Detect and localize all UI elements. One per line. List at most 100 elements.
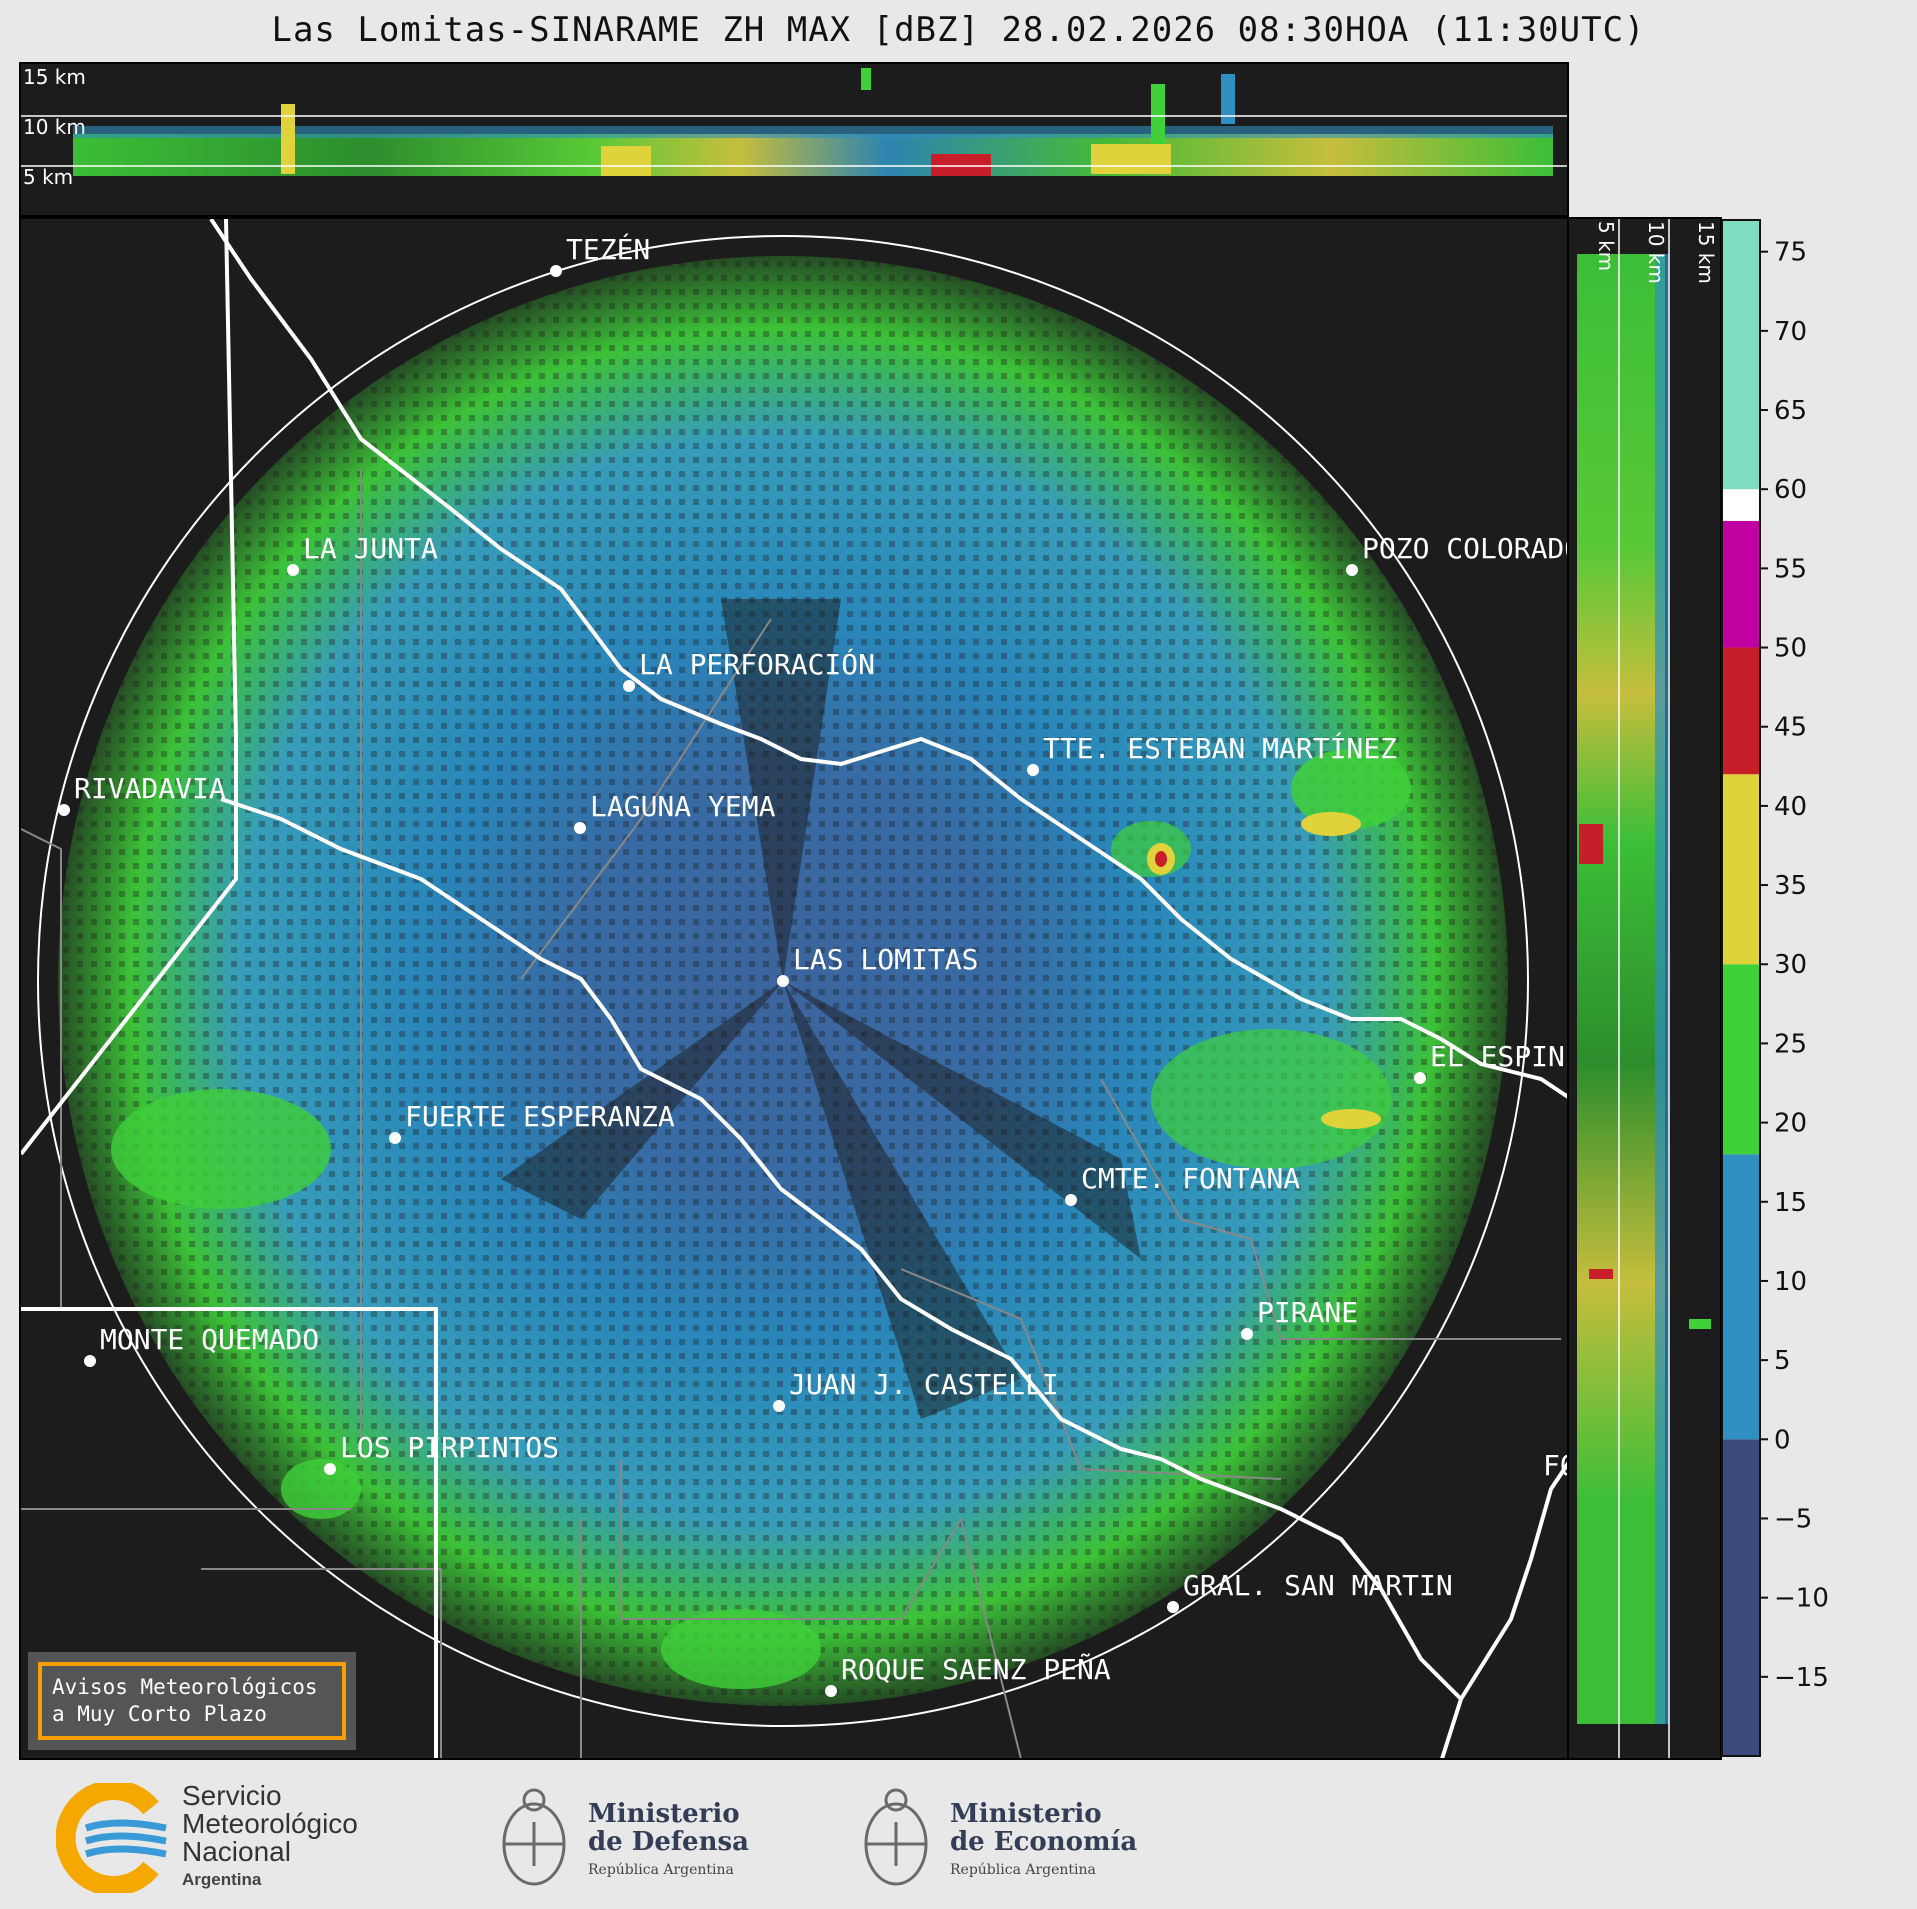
colorbar-band	[1722, 520, 1760, 648]
colorbar-frame	[1721, 219, 1761, 1757]
city-label: FO	[1543, 1449, 1569, 1482]
city-marker	[389, 1132, 401, 1144]
echo-tower	[1689, 1319, 1711, 1329]
city-fuerte-esperanza[interactable]: FUERTE ESPERANZA	[389, 1100, 675, 1144]
colorbar-tick-label: 70	[1774, 317, 1807, 347]
city-marker	[58, 804, 70, 816]
echo-cell	[111, 1089, 331, 1209]
economia-line-2: de Economía	[950, 1827, 1138, 1857]
echo-cell	[1321, 1109, 1381, 1129]
city-roque-saenz-pena[interactable]: ROQUE SAENZ PEÑA	[825, 1652, 1111, 1697]
colorbar-tick-label: 35	[1774, 871, 1807, 901]
city-label: RIVADAVIA	[74, 772, 226, 805]
city-la-junta[interactable]: LA JUNTA	[287, 532, 438, 576]
notice-box[interactable]: Avisos Meteorológicos a Muy Corto Plazo	[28, 1652, 356, 1750]
economia-logo: Ministerio de Economía República Argenti…	[856, 1782, 1137, 1902]
city-label: MONTE QUEMADO	[100, 1323, 319, 1356]
city-marker	[574, 822, 586, 834]
radar-map: TEZÉN LA JUNTA POZO COLORADO LA PERFORAC…	[21, 219, 1569, 1758]
city-marker	[1346, 564, 1358, 576]
colorbar-tick-label: 5	[1774, 1346, 1791, 1376]
city-pirane[interactable]: PIRANE	[1241, 1296, 1358, 1340]
economia-line-3: República Argentina	[950, 1862, 1096, 1878]
defensa-line-2: de Defensa	[588, 1827, 749, 1857]
colorbar-tick-label: 65	[1774, 396, 1807, 426]
height-label-10km: 10 km	[23, 115, 86, 139]
river-teuco	[220, 797, 1464, 1758]
colorbar-tick-label: 0	[1774, 1425, 1791, 1455]
economia-line-1: Ministerio	[950, 1799, 1102, 1829]
city-rivadavia[interactable]: RIVADAVIA	[58, 772, 226, 816]
height-label-15km: 15 km	[23, 65, 86, 89]
height-label-15km: 15 km	[1694, 221, 1718, 284]
city-label: LOS PIRPINTOS	[340, 1431, 559, 1464]
city-formosa[interactable]: FO	[1543, 1449, 1569, 1482]
colorbar-band	[1722, 964, 1760, 1155]
city-cmte-fontana[interactable]: CMTE. FONTANA	[1065, 1162, 1300, 1206]
city-el-espinillo[interactable]: EL ESPINILLO	[1414, 1040, 1569, 1084]
city-laguna-yema[interactable]: LAGUNA YEMA	[574, 790, 776, 834]
height-label-5km: 5 km	[1594, 221, 1618, 271]
province-border-south	[21, 1307, 438, 1758]
echo-band-top	[73, 126, 1553, 138]
echo-core-red	[1589, 1269, 1613, 1279]
city-marker	[623, 680, 635, 692]
city-marker	[1167, 1601, 1179, 1613]
smn-line-2: Meteorológico	[182, 1808, 358, 1839]
echo-band	[73, 134, 1553, 176]
colorbar-bands	[1722, 220, 1760, 1756]
height-label-10km: 10 km	[1644, 221, 1668, 284]
city-pozo-colorado[interactable]: POZO COLORADO	[1346, 532, 1569, 576]
echo-cell	[661, 1609, 821, 1689]
city-label: LA JUNTA	[303, 532, 438, 565]
echo-cell	[1155, 851, 1167, 867]
smn-logo: Servicio Meteorológico Nacional Argentin…	[56, 1782, 358, 1894]
echo-tower	[861, 68, 871, 90]
city-marker	[1414, 1072, 1426, 1084]
defensa-line-1: Ministerio	[588, 1799, 740, 1829]
city-monte-quemado[interactable]: MONTE QUEMADO	[84, 1323, 319, 1367]
city-marker	[777, 975, 789, 987]
province-border-west	[21, 219, 238, 1156]
city-las-lomitas[interactable]: LAS LOMITAS	[777, 943, 978, 987]
echo-cell	[281, 1459, 361, 1519]
side-cross-section-panel: 5 km 10 km 15 km	[1569, 217, 1722, 1760]
city-marker	[287, 564, 299, 576]
colorbar-tick-label: −15	[1774, 1663, 1829, 1693]
range-ring	[37, 235, 1529, 1727]
echo-tower	[1221, 74, 1235, 124]
city-marker	[324, 1463, 336, 1475]
city-tte-esteban-martinez[interactable]: TTE. ESTEBAN MARTÍNEZ	[1027, 731, 1397, 776]
city-marker	[84, 1355, 96, 1367]
echo-core	[601, 146, 651, 176]
city-label: TEZÉN	[566, 232, 650, 266]
colorbar-tick-label: 75	[1774, 238, 1807, 268]
logos-bar: Servicio Meteorológico Nacional Argentin…	[0, 1762, 1917, 1909]
no-echo-gap	[721, 599, 841, 981]
city-la-perforacion[interactable]: LA PERFORACIÓN	[623, 647, 875, 692]
top-cross-section-panel: 15 km 10 km 5 km	[19, 62, 1569, 217]
colorbar-band	[1722, 647, 1760, 775]
top-cross-section-plot: 15 km 10 km 5 km	[21, 65, 1567, 189]
colorbar-tick-label: 10	[1774, 1267, 1807, 1297]
city-los-pirpintos[interactable]: LOS PIRPINTOS	[324, 1431, 559, 1475]
notice-line-1: Avisos Meteorológicos	[52, 1675, 318, 1699]
echo-band-top	[1655, 254, 1669, 1724]
colorbar-band	[1722, 1154, 1760, 1440]
echo-tower	[281, 104, 295, 174]
city-juan-j-castelli[interactable]: JUAN J. CASTELLI	[773, 1368, 1059, 1412]
city-tezen[interactable]: TEZÉN	[550, 232, 650, 277]
colorbar-band	[1722, 1439, 1760, 1756]
colorbar-tick-label: 55	[1774, 554, 1807, 584]
smn-line-3: Nacional	[182, 1836, 291, 1867]
side-cross-section-plot: 5 km 10 km 15 km	[1577, 219, 1718, 1758]
colorbar-tick-label: 60	[1774, 475, 1807, 505]
city-label: FUERTE ESPERANZA	[405, 1100, 675, 1133]
radar-map-panel[interactable]: TEZÉN LA JUNTA POZO COLORADO LA PERFORAC…	[19, 217, 1569, 1760]
city-gral-san-martin[interactable]: GRAL. SAN MARTIN	[1167, 1569, 1453, 1613]
echo-core	[1091, 144, 1171, 174]
city-label: PIRANE	[1257, 1296, 1358, 1329]
city-label: LAGUNA YEMA	[590, 790, 776, 823]
